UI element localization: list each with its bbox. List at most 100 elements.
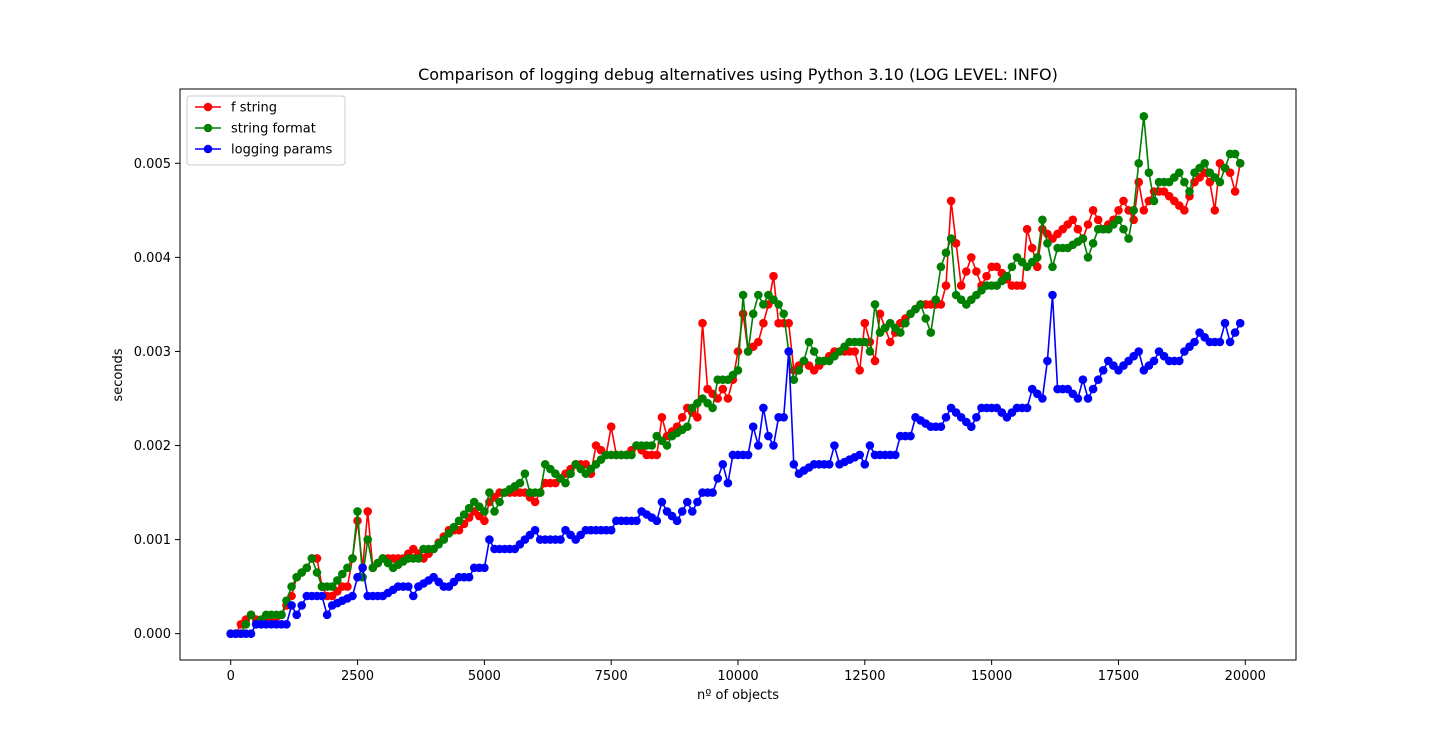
legend-label: f string	[231, 101, 277, 116]
series-2	[226, 290, 1245, 638]
data-point	[1220, 163, 1230, 173]
data-point	[936, 262, 946, 272]
data-point	[830, 441, 839, 450]
data-point	[1175, 356, 1184, 366]
data-point	[941, 281, 951, 290]
data-point	[1038, 394, 1047, 403]
data-point	[916, 300, 925, 309]
x-tick-label: 0	[227, 669, 235, 684]
data-point	[931, 295, 941, 305]
data-point	[941, 248, 951, 257]
data-point	[865, 347, 875, 356]
data-point	[972, 267, 981, 276]
data-point	[1129, 206, 1138, 215]
data-point	[1048, 290, 1057, 300]
data-point	[1119, 196, 1128, 206]
data-point	[789, 460, 799, 469]
data-point	[1078, 234, 1088, 243]
legend-swatch-marker	[203, 102, 213, 112]
data-point	[1230, 328, 1240, 337]
data-point	[530, 525, 540, 535]
data-point	[1175, 168, 1184, 177]
y-tick-label: 0.004	[134, 251, 171, 266]
data-point	[1088, 384, 1098, 394]
x-tick-label: 7500	[595, 669, 628, 684]
data-point	[748, 422, 758, 432]
data-point	[606, 422, 616, 432]
data-point	[713, 394, 722, 403]
data-point	[804, 337, 814, 347]
data-point	[1048, 262, 1057, 272]
data-point	[809, 347, 819, 356]
data-point	[891, 450, 900, 460]
data-point	[566, 469, 575, 479]
data-point	[733, 366, 743, 375]
data-point	[246, 610, 256, 620]
data-point	[652, 450, 662, 460]
data-point	[343, 563, 352, 573]
data-point	[850, 347, 859, 356]
data-point	[759, 300, 768, 309]
data-point	[480, 563, 489, 573]
data-point	[1088, 239, 1098, 248]
data-point	[946, 234, 956, 243]
data-point	[1002, 271, 1012, 281]
x-axis-label: nº of objects	[697, 688, 779, 703]
data-point	[556, 535, 565, 544]
data-point	[322, 610, 332, 620]
data-point	[662, 441, 672, 450]
data-point	[962, 267, 971, 276]
data-point	[743, 347, 753, 356]
legend-label: logging params	[231, 143, 332, 158]
data-point	[414, 554, 423, 563]
data-point	[363, 535, 373, 544]
data-point	[683, 422, 692, 432]
data-point	[1149, 356, 1159, 366]
data-point	[561, 478, 570, 488]
x-tick-label: 10000	[717, 669, 758, 684]
y-tick-label: 0.001	[134, 533, 171, 548]
data-point	[1007, 262, 1017, 272]
data-point	[769, 441, 778, 450]
data-point	[855, 450, 864, 460]
plot-area	[226, 112, 1245, 638]
data-point	[754, 337, 763, 347]
data-point	[1043, 356, 1052, 366]
data-point	[287, 601, 296, 610]
data-point	[1230, 149, 1240, 159]
x-tick-label: 20000	[1225, 669, 1266, 684]
data-point	[936, 422, 946, 432]
data-point	[967, 422, 976, 432]
data-point	[1098, 366, 1108, 375]
data-point	[464, 503, 474, 513]
data-point	[1083, 220, 1093, 229]
y-tick-label: 0.003	[134, 345, 171, 360]
data-point	[1134, 347, 1143, 356]
data-point	[718, 460, 728, 469]
data-point	[1073, 224, 1083, 234]
data-point	[444, 529, 454, 538]
data-point	[794, 366, 804, 375]
data-point	[1119, 224, 1128, 234]
data-point	[439, 535, 449, 544]
data-point	[774, 300, 783, 309]
data-point	[723, 478, 733, 488]
data-point	[657, 413, 667, 422]
data-point	[825, 460, 834, 469]
data-point	[606, 525, 616, 535]
data-point	[1093, 375, 1103, 385]
data-point	[789, 375, 799, 385]
data-point	[1027, 243, 1037, 253]
x-axis: 0 2500 5000 7500 10000 12500 15000 17500 20000	[227, 660, 1266, 684]
data-point	[312, 568, 322, 577]
data-point	[865, 441, 875, 450]
data-point	[713, 474, 722, 483]
data-point	[855, 366, 864, 375]
data-point	[485, 535, 494, 544]
data-point	[982, 271, 991, 281]
legend: f string string format logging params	[186, 95, 346, 166]
data-point	[1210, 206, 1220, 215]
x-tick-label: 2500	[341, 669, 374, 684]
data-point	[1225, 337, 1235, 347]
data-point	[1043, 239, 1052, 248]
